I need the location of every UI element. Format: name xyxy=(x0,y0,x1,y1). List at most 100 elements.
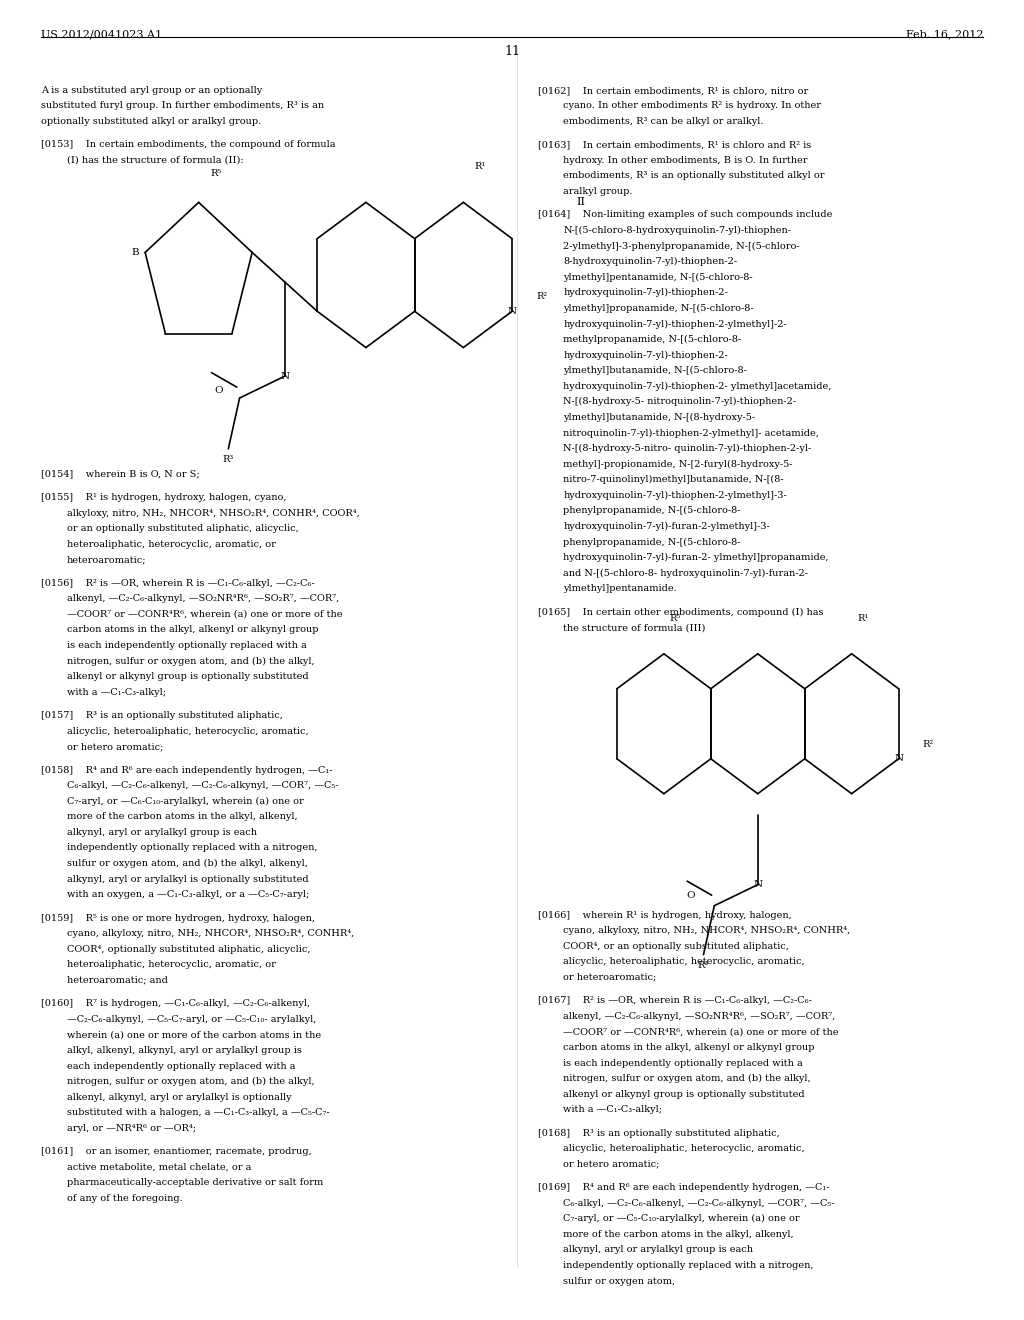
Text: is each independently optionally replaced with a: is each independently optionally replace… xyxy=(563,1059,803,1068)
Text: [0167]    R² is —OR, wherein R is —C₁-C₆-alkyl, —C₂-C₆-: [0167] R² is —OR, wherein R is —C₁-C₆-al… xyxy=(538,997,811,1006)
Text: wherein (a) one or more of the carbon atoms in the: wherein (a) one or more of the carbon at… xyxy=(67,1031,321,1039)
Text: R⁵: R⁵ xyxy=(670,614,681,623)
Text: optionally substituted alkyl or aralkyl group.: optionally substituted alkyl or aralkyl … xyxy=(41,117,261,125)
Text: [0166]    wherein R¹ is hydrogen, hydroxy, halogen,: [0166] wherein R¹ is hydrogen, hydroxy, … xyxy=(538,911,792,920)
Text: embodiments, R³ can be alkyl or aralkyl.: embodiments, R³ can be alkyl or aralkyl. xyxy=(563,117,764,125)
Text: R³: R³ xyxy=(698,961,709,970)
Text: [0164]    Non-limiting examples of such compounds include: [0164] Non-limiting examples of such com… xyxy=(538,210,831,219)
Text: 8-hydroxyquinolin-7-yl)-thiophen-2-: 8-hydroxyquinolin-7-yl)-thiophen-2- xyxy=(563,257,737,267)
Text: [0159]    R⁵ is one or more hydrogen, hydroxy, halogen,: [0159] R⁵ is one or more hydrogen, hydro… xyxy=(41,913,315,923)
Text: C₇-aryl, or —C₅-C₁₀-arylalkyl, wherein (a) one or: C₇-aryl, or —C₅-C₁₀-arylalkyl, wherein (… xyxy=(563,1214,800,1224)
Text: B: B xyxy=(132,248,139,257)
Text: phenylpropanamide, N-[(5-chloro-8-: phenylpropanamide, N-[(5-chloro-8- xyxy=(563,507,740,516)
Text: alkynyl, aryl or arylalkyl is optionally substituted: alkynyl, aryl or arylalkyl is optionally… xyxy=(67,875,308,883)
Text: N: N xyxy=(508,306,517,315)
Text: heteroaliphatic, heterocyclic, aromatic, or: heteroaliphatic, heterocyclic, aromatic,… xyxy=(67,961,275,969)
Text: substituted with a halogen, a —C₁-C₃-alkyl, a —C₅-C₇-: substituted with a halogen, a —C₁-C₃-alk… xyxy=(67,1109,329,1117)
Text: C₆-alkyl, —C₂-C₆-alkenyl, —C₂-C₆-alkynyl, —COR⁷, —C₅-: C₆-alkyl, —C₂-C₆-alkenyl, —C₂-C₆-alkynyl… xyxy=(67,781,338,791)
Text: nitrogen, sulfur or oxygen atom, and (b) the alkyl,: nitrogen, sulfur or oxygen atom, and (b)… xyxy=(67,656,314,665)
Text: hydroxyquinolin-7-yl)-thiophen-2-: hydroxyquinolin-7-yl)-thiophen-2- xyxy=(563,288,728,297)
Text: N: N xyxy=(281,372,289,380)
Text: more of the carbon atoms in the alkyl, alkenyl,: more of the carbon atoms in the alkyl, a… xyxy=(563,1230,794,1239)
Text: methylpropanamide, N-[(5-chloro-8-: methylpropanamide, N-[(5-chloro-8- xyxy=(563,335,741,345)
Text: alkynyl, aryl or arylalkyl group is each: alkynyl, aryl or arylalkyl group is each xyxy=(563,1246,754,1254)
Text: alkyl, alkenyl, alkynyl, aryl or arylalkyl group is: alkyl, alkenyl, alkynyl, aryl or arylalk… xyxy=(67,1045,301,1055)
Text: II: II xyxy=(575,198,585,207)
Text: [0169]    R⁴ and R⁶ are each independently hydrogen, —C₁-: [0169] R⁴ and R⁶ are each independently … xyxy=(538,1183,829,1192)
Text: [0168]    R³ is an optionally substituted aliphatic,: [0168] R³ is an optionally substituted a… xyxy=(538,1129,779,1138)
Text: [0162]    In certain embodiments, R¹ is chloro, nitro or: [0162] In certain embodiments, R¹ is chl… xyxy=(538,86,808,95)
Text: US 2012/0041023 A1: US 2012/0041023 A1 xyxy=(41,29,162,40)
Text: is each independently optionally replaced with a: is each independently optionally replace… xyxy=(67,642,306,649)
Text: more of the carbon atoms in the alkyl, alkenyl,: more of the carbon atoms in the alkyl, a… xyxy=(67,812,297,821)
Text: [0158]    R⁴ and R⁶ are each independently hydrogen, —C₁-: [0158] R⁴ and R⁶ are each independently … xyxy=(41,766,333,775)
Text: sulfur or oxygen atom,: sulfur or oxygen atom, xyxy=(563,1276,675,1286)
Text: N-[(5-chloro-8-hydroxyquinolin-7-yl)-thiophen-: N-[(5-chloro-8-hydroxyquinolin-7-yl)-thi… xyxy=(563,226,792,235)
Text: [0157]    R³ is an optionally substituted aliphatic,: [0157] R³ is an optionally substituted a… xyxy=(41,711,283,721)
Text: [0153]    In certain embodiments, the compound of formula: [0153] In certain embodiments, the compo… xyxy=(41,140,336,149)
Text: —C₂-C₆-alkynyl, —C₅-C₇-aryl, or —C₅-C₁₀- arylalkyl,: —C₂-C₆-alkynyl, —C₅-C₇-aryl, or —C₅-C₁₀-… xyxy=(67,1015,316,1024)
Text: pharmaceutically-acceptable derivative or salt form: pharmaceutically-acceptable derivative o… xyxy=(67,1179,323,1188)
Text: [0161]    or an isomer, enantiomer, racemate, prodrug,: [0161] or an isomer, enantiomer, racemat… xyxy=(41,1147,311,1156)
Text: or heteroaromatic;: or heteroaromatic; xyxy=(563,973,656,982)
Text: R¹: R¹ xyxy=(475,161,485,170)
Text: alkenyl, —C₂-C₆-alkynyl, —SO₂NR⁴R⁶, —SO₂R⁷, —COR⁷,: alkenyl, —C₂-C₆-alkynyl, —SO₂NR⁴R⁶, —SO₂… xyxy=(563,1012,836,1020)
Text: and N-[(5-chloro-8- hydroxyquinolin-7-yl)-furan-2-: and N-[(5-chloro-8- hydroxyquinolin-7-yl… xyxy=(563,569,808,578)
Text: or an optionally substituted aliphatic, alicyclic,: or an optionally substituted aliphatic, … xyxy=(67,524,298,533)
Text: R¹: R¹ xyxy=(857,614,868,623)
Text: R²: R² xyxy=(537,292,548,301)
Text: N-[(8-hydroxy-5- nitroquinolin-7-yl)-thiophen-2-: N-[(8-hydroxy-5- nitroquinolin-7-yl)-thi… xyxy=(563,397,797,407)
Text: with a —C₁-C₃-alkyl;: with a —C₁-C₃-alkyl; xyxy=(67,688,166,697)
Text: aryl, or —NR⁴R⁶ or —OR⁴;: aryl, or —NR⁴R⁶ or —OR⁴; xyxy=(67,1123,196,1133)
Text: —COOR⁷ or —CONR⁴R⁶, wherein (a) one or more of the: —COOR⁷ or —CONR⁴R⁶, wherein (a) one or m… xyxy=(563,1027,839,1036)
Text: with an oxygen, a —C₁-C₃-alkyl, or a —C₅-C₇-aryl;: with an oxygen, a —C₁-C₃-alkyl, or a —C₅… xyxy=(67,890,309,899)
Text: Feb. 16, 2012: Feb. 16, 2012 xyxy=(905,29,983,40)
Text: R²: R² xyxy=(923,741,933,750)
Text: independently optionally replaced with a nitrogen,: independently optionally replaced with a… xyxy=(563,1261,814,1270)
Text: ylmethyl]pentanamide.: ylmethyl]pentanamide. xyxy=(563,585,677,593)
Text: hydroxyquinolin-7-yl)-furan-2- ylmethyl]propanamide,: hydroxyquinolin-7-yl)-furan-2- ylmethyl]… xyxy=(563,553,828,562)
Text: alicyclic, heteroaliphatic, heterocyclic, aromatic,: alicyclic, heteroaliphatic, heterocyclic… xyxy=(563,1144,805,1154)
Text: substituted furyl group. In further embodiments, R³ is an: substituted furyl group. In further embo… xyxy=(41,102,324,111)
Text: ylmethyl]pentanamide, N-[(5-chloro-8-: ylmethyl]pentanamide, N-[(5-chloro-8- xyxy=(563,273,753,282)
Text: [0154]    wherein B is O, N or S;: [0154] wherein B is O, N or S; xyxy=(41,470,200,479)
Text: nitrogen, sulfur or oxygen atom, and (b) the alkyl,: nitrogen, sulfur or oxygen atom, and (b)… xyxy=(67,1077,314,1086)
Text: [0165]    In certain other embodiments, compound (I) has: [0165] In certain other embodiments, com… xyxy=(538,607,823,616)
Text: hydroxyquinolin-7-yl)-thiophen-2-ylmethyl]-2-: hydroxyquinolin-7-yl)-thiophen-2-ylmethy… xyxy=(563,319,787,329)
Text: N: N xyxy=(754,880,762,890)
Text: cyano. In other embodiments R² is hydroxy. In other: cyano. In other embodiments R² is hydrox… xyxy=(563,102,821,111)
Text: nitroquinolin-7-yl)-thiophen-2-ylmethyl]- acetamide,: nitroquinolin-7-yl)-thiophen-2-ylmethyl]… xyxy=(563,429,819,438)
Text: alkenyl or alkynyl group is optionally substituted: alkenyl or alkynyl group is optionally s… xyxy=(563,1090,805,1098)
Text: sulfur or oxygen atom, and (b) the alkyl, alkenyl,: sulfur or oxygen atom, and (b) the alkyl… xyxy=(67,859,307,869)
Text: COOR⁴, optionally substituted aliphatic, alicyclic,: COOR⁴, optionally substituted aliphatic,… xyxy=(67,945,310,954)
Text: heteroaromatic;: heteroaromatic; xyxy=(67,556,146,565)
Text: alkenyl or alkynyl group is optionally substituted: alkenyl or alkynyl group is optionally s… xyxy=(67,672,308,681)
Text: heteroaromatic; and: heteroaromatic; and xyxy=(67,975,168,985)
Text: cyano, alkyloxy, nitro, NH₂, NHCOR⁴, NHSO₂R⁴, CONHR⁴,: cyano, alkyloxy, nitro, NH₂, NHCOR⁴, NHS… xyxy=(563,927,851,935)
Text: each independently optionally replaced with a: each independently optionally replaced w… xyxy=(67,1061,295,1071)
Text: cyano, alkyloxy, nitro, NH₂, NHCOR⁴, NHSO₂R⁴, CONHR⁴,: cyano, alkyloxy, nitro, NH₂, NHCOR⁴, NHS… xyxy=(67,929,354,939)
Text: hydroxyquinolin-7-yl)-thiophen-2-ylmethyl]-3-: hydroxyquinolin-7-yl)-thiophen-2-ylmethy… xyxy=(563,491,787,500)
Text: hydroxyquinolin-7-yl)-furan-2-ylmethyl]-3-: hydroxyquinolin-7-yl)-furan-2-ylmethyl]-… xyxy=(563,521,770,531)
Text: 11: 11 xyxy=(504,45,520,58)
Text: alicyclic, heteroaliphatic, heterocyclic, aromatic,: alicyclic, heteroaliphatic, heterocyclic… xyxy=(563,957,805,966)
Text: with a —C₁-C₃-alkyl;: with a —C₁-C₃-alkyl; xyxy=(563,1105,663,1114)
Text: carbon atoms in the alkyl, alkenyl or alkynyl group: carbon atoms in the alkyl, alkenyl or al… xyxy=(67,626,318,635)
Text: methyl]-propionamide, N-[2-furyl(8-hydroxy-5-: methyl]-propionamide, N-[2-furyl(8-hydro… xyxy=(563,459,793,469)
Text: nitrogen, sulfur or oxygen atom, and (b) the alkyl,: nitrogen, sulfur or oxygen atom, and (b)… xyxy=(563,1074,811,1084)
Text: 2-ylmethyl]-3-phenylpropanamide, N-[(5-chloro-: 2-ylmethyl]-3-phenylpropanamide, N-[(5-c… xyxy=(563,242,800,251)
Text: N: N xyxy=(894,754,903,763)
Text: phenylpropanamide, N-[(5-chloro-8-: phenylpropanamide, N-[(5-chloro-8- xyxy=(563,537,740,546)
Text: [0156]    R² is —OR, wherein R is —C₁-C₆-alkyl, —C₂-C₆-: [0156] R² is —OR, wherein R is —C₁-C₆-al… xyxy=(41,578,314,587)
Text: nitro-7-quinolinyl)methyl]butanamide, N-[(8-: nitro-7-quinolinyl)methyl]butanamide, N-… xyxy=(563,475,783,484)
Text: A is a substituted aryl group or an optionally: A is a substituted aryl group or an opti… xyxy=(41,86,262,95)
Text: N-[(8-hydroxy-5-nitro- quinolin-7-yl)-thiophen-2-yl-: N-[(8-hydroxy-5-nitro- quinolin-7-yl)-th… xyxy=(563,444,811,453)
Text: or hetero aromatic;: or hetero aromatic; xyxy=(563,1160,659,1168)
Text: C₆-alkyl, —C₂-C₆-alkenyl, —C₂-C₆-alkynyl, —COR⁷, —C₅-: C₆-alkyl, —C₂-C₆-alkenyl, —C₂-C₆-alkynyl… xyxy=(563,1199,835,1208)
Text: alkenyl, alkynyl, aryl or arylalkyl is optionally: alkenyl, alkynyl, aryl or arylalkyl is o… xyxy=(67,1093,291,1102)
Text: R³: R³ xyxy=(222,455,233,465)
Text: or hetero aromatic;: or hetero aromatic; xyxy=(67,742,163,751)
Text: COOR⁴, or an optionally substituted aliphatic,: COOR⁴, or an optionally substituted alip… xyxy=(563,941,790,950)
Text: ylmethyl]butanamide, N-[(5-chloro-8-: ylmethyl]butanamide, N-[(5-chloro-8- xyxy=(563,366,748,375)
Text: hydroxyquinolin-7-yl)-thiophen-2-: hydroxyquinolin-7-yl)-thiophen-2- xyxy=(563,351,728,360)
